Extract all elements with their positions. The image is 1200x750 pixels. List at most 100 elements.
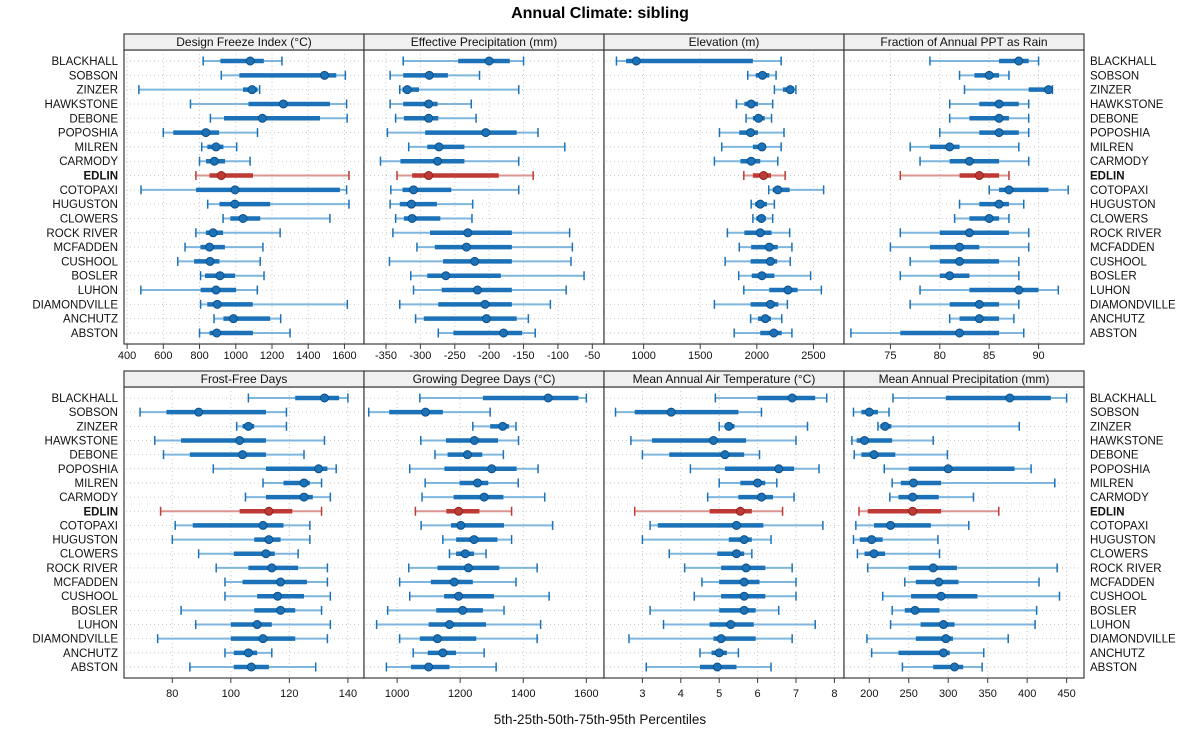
station-label-right-milren: MILREN — [1090, 478, 1133, 490]
median-dot — [757, 142, 767, 152]
whisker-row-bosler — [180, 605, 323, 615]
whisker-row-edlin — [899, 171, 1010, 181]
whisker-row-cushool — [224, 591, 332, 601]
whisker-row-bosler — [649, 605, 780, 615]
panel-title: Fraction of Annual PPT as Rain — [880, 35, 1047, 49]
station-label-right-clowers: CLOWERS — [1090, 549, 1148, 561]
station-label-left-carmody: CARMODY — [59, 492, 118, 504]
station-label-left-blackhall: BLACKHALL — [52, 393, 119, 405]
whisker-row-zinzer — [877, 421, 1021, 431]
median-dot — [461, 242, 471, 252]
station-label-left-mcfadden: MCFADDEN — [53, 242, 118, 254]
median-dot — [267, 563, 277, 573]
whisker-row-edlin — [414, 506, 513, 516]
axis-tick-label: -150 — [513, 350, 535, 362]
whisker-row-debone — [394, 113, 477, 123]
median-dot — [908, 478, 918, 488]
whisker-row-milren — [200, 142, 238, 152]
median-dot — [449, 577, 459, 587]
whisker-row-debone — [853, 450, 949, 460]
median-dot — [441, 271, 451, 281]
whisker-row-diamondville — [866, 634, 1009, 644]
median-dot — [769, 328, 779, 338]
median-dot — [406, 199, 416, 209]
median-dot — [938, 648, 948, 658]
station-label-right-abston: ABSTON — [1090, 662, 1137, 674]
station-label-right-diamondville: DIAMONDVILLE — [1090, 299, 1176, 311]
median-dot — [424, 70, 434, 80]
whisker-row-abston — [189, 662, 317, 672]
axis-tick-label: 1400 — [296, 350, 320, 362]
station-label-left-zinzer: ZINZER — [76, 85, 118, 97]
whisker-row-huguston — [958, 199, 1025, 209]
station-label-right-mcfadden: MCFADDEN — [1090, 242, 1155, 254]
axis-tick-label: 1600 — [332, 350, 356, 362]
median-dot — [484, 56, 494, 66]
whisker-row-sobson — [220, 70, 347, 80]
whisker-row-diamondville — [398, 634, 538, 644]
station-label-right-zinzer: ZINZER — [1090, 421, 1132, 433]
whisker-row-anchutz — [224, 648, 273, 658]
station-label-left-poposhia: POPOSHIA — [58, 128, 118, 140]
median-dot — [716, 634, 726, 644]
whisker-row-clowers — [197, 549, 299, 559]
median-dot — [211, 285, 221, 295]
median-dot — [252, 620, 262, 630]
axis-tick-label: 1600 — [574, 688, 598, 700]
median-dot — [757, 70, 767, 80]
median-dot — [735, 506, 745, 516]
median-dot — [247, 85, 257, 95]
whisker-row-bosler — [891, 605, 1038, 615]
median-dot — [974, 299, 984, 309]
median-dot — [480, 299, 490, 309]
whisker-row-anchutz — [414, 314, 530, 324]
axis-tick-label: 85 — [983, 350, 995, 362]
station-label-left-abston: ABSTON — [71, 328, 118, 340]
median-dot — [407, 213, 417, 223]
whisker-row-debone — [745, 113, 773, 123]
median-dot — [994, 113, 1004, 123]
whisker-row-zinzer — [773, 85, 797, 95]
median-dot — [432, 634, 442, 644]
axis-tick-label: 600 — [154, 350, 172, 362]
whisker-row-diamondville — [909, 299, 1020, 309]
median-dot — [212, 299, 222, 309]
station-label-left-clowers: CLOWERS — [60, 213, 118, 225]
station-label-left-milren: MILREN — [75, 142, 118, 154]
station-label-right-hawkstone: HAWKSTONE — [1090, 435, 1164, 447]
whisker-row-carmody — [379, 156, 520, 166]
median-dot — [319, 393, 329, 403]
axis-tick-label: 800 — [190, 350, 208, 362]
median-dot — [258, 634, 268, 644]
station-label-left-diamondville: DIAMONDVILLE — [32, 299, 118, 311]
station-label-right-luhon: LUHON — [1090, 620, 1130, 632]
median-dot — [201, 128, 211, 138]
whisker-row-sobson — [958, 70, 1010, 80]
median-dot — [774, 464, 784, 474]
whisker-row-carmody — [889, 492, 975, 502]
whisker-row-diamondville — [628, 634, 793, 644]
whisker-row-luhon — [743, 285, 823, 295]
median-dot — [773, 185, 783, 195]
whisker-row-poposhia — [408, 464, 539, 474]
whisker-row-bosler — [386, 605, 505, 615]
median-dot — [936, 591, 946, 601]
median-dot — [246, 662, 256, 672]
axis-tick-label: 200 — [860, 688, 878, 700]
axis-tick-label: 1000 — [224, 350, 248, 362]
whisker-row-milren — [424, 478, 519, 488]
station-label-right-anchutz: ANCHUTZ — [1090, 314, 1145, 326]
median-dot — [765, 299, 775, 309]
median-dot — [243, 648, 253, 658]
median-dot — [955, 256, 965, 266]
whisker-row-cotopaxi — [174, 520, 311, 530]
whisker-row-anchutz — [749, 314, 783, 324]
whisker-row-abston — [733, 328, 793, 338]
median-dot — [424, 171, 434, 181]
whisker-row-huguston — [389, 199, 474, 209]
whisker-row-luhon — [919, 285, 1060, 295]
median-dot — [759, 171, 769, 181]
axis-tick-label: 7 — [793, 688, 799, 700]
